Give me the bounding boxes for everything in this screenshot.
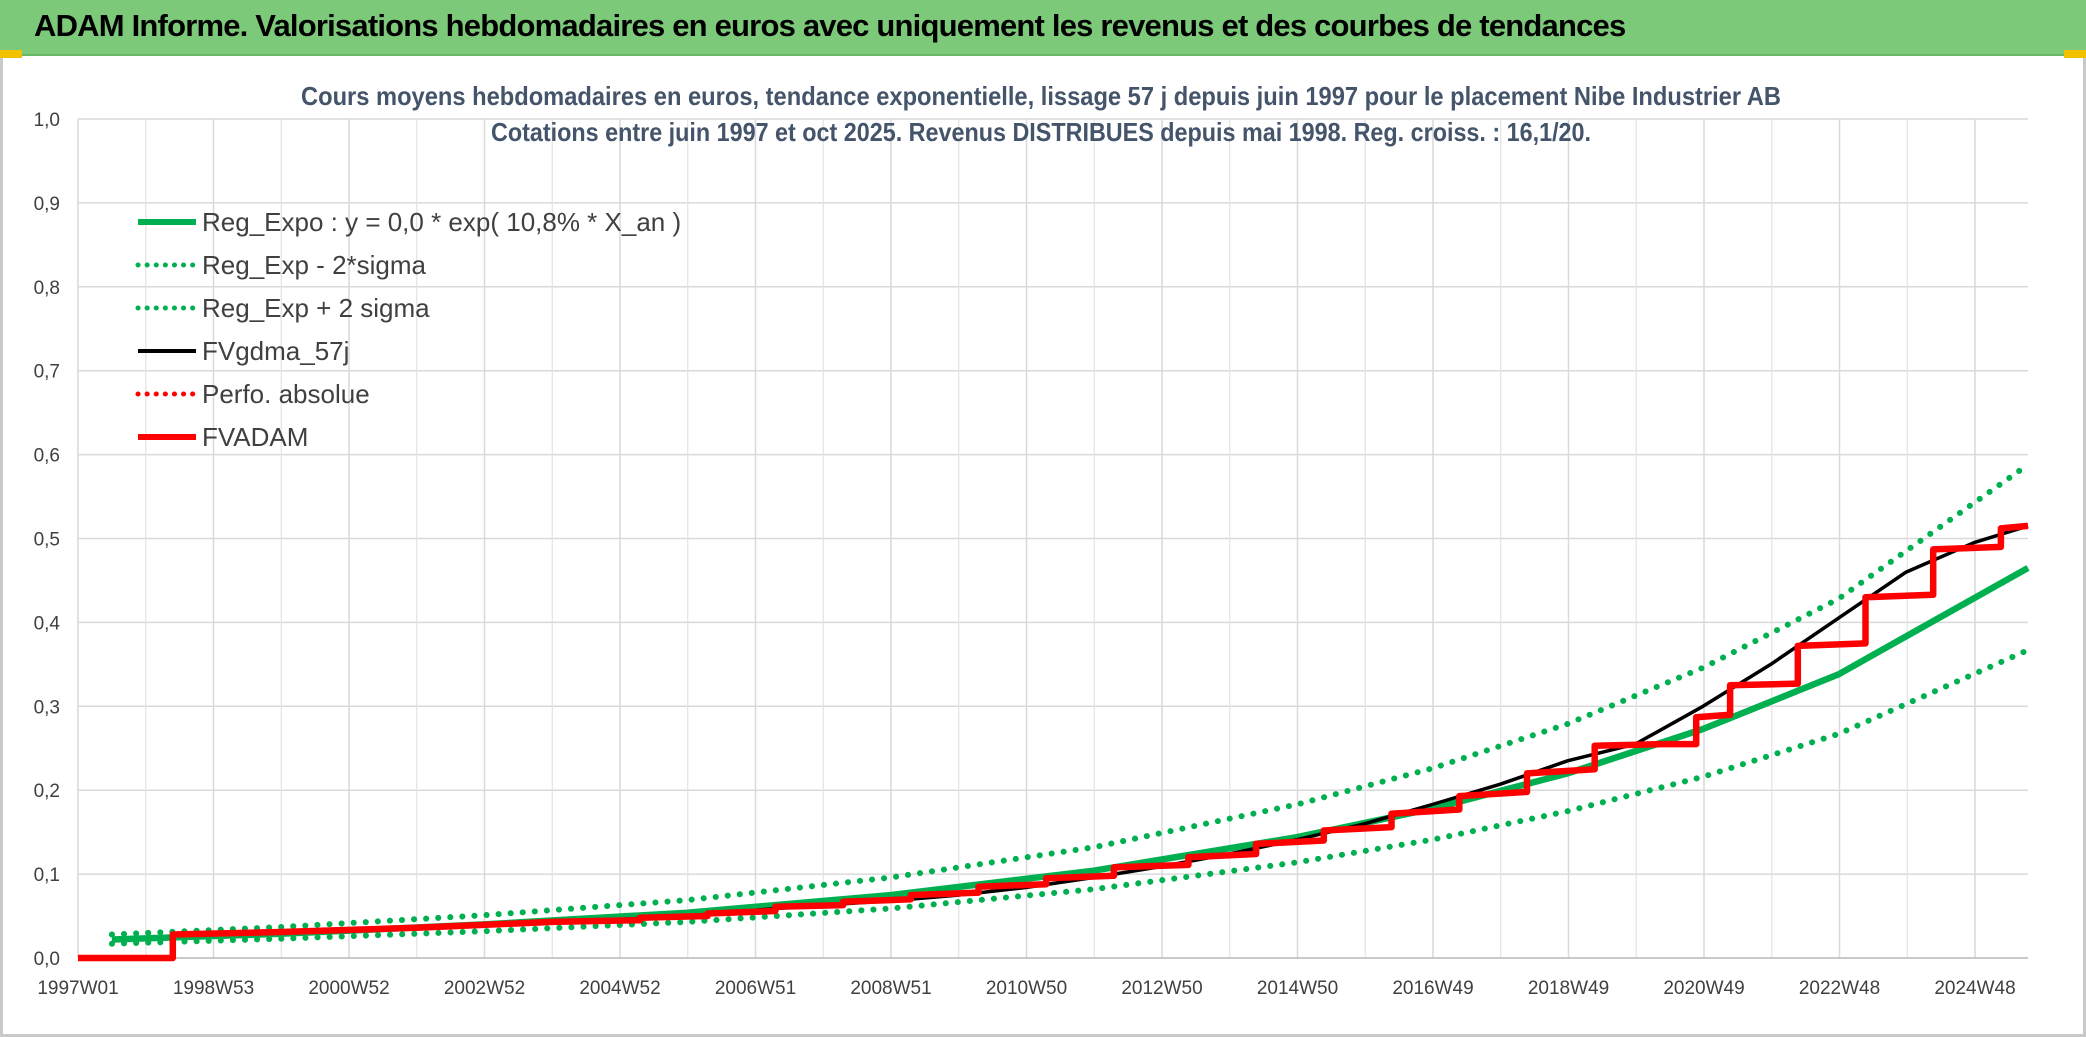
chart-title-group: Cours moyens hebdomadaires en euros, ten… [301,81,1781,147]
axis-ticks: 0,0 0,1 0,2 0,3 0,4 0,5 0,6 0,7 0,8 0,9 1,0 1997W01… [34,110,2016,999]
legend-label: FVgdma_57j [202,336,349,366]
legend-entry-3: FVgdma_57j [138,336,349,366]
x-tick-label: 2020W49 [1663,978,1744,999]
report-banner: ADAM Informe. Valorisations hebdomadaire… [0,0,2086,56]
x-tick-label: 2018W49 [1528,978,1609,999]
legend-entry-1: Reg_Exp - 2*sigma [135,250,427,280]
legend-entry-5: FVADAM [138,422,308,452]
grid-lines [77,118,2028,959]
legend-entry-0: Reg_Expo : y = 0,0 * exp( 10,8% * X_an ) [138,207,681,237]
chart-title-line-1: Cours moyens hebdomadaires en euros, ten… [301,81,1781,111]
y-tick-label: 0,4 [34,613,61,634]
y-tick-label: 0,3 [34,697,60,718]
x-tick-label: 2014W50 [1257,978,1338,999]
x-tick-label: 2006W51 [715,978,796,999]
y-tick-label: 0,0 [34,949,60,970]
legend-label: Reg_Exp - 2*sigma [202,250,427,280]
y-tick-label: 0,6 [34,446,60,467]
report-title: ADAM Informe. Valorisations hebdomadaire… [34,8,1626,43]
chart-plot: 0,0 0,1 0,2 0,3 0,4 0,5 0,6 0,7 0,8 0,9 1,0 1997W01… [34,81,2031,999]
x-tick-label: 2004W52 [579,978,660,999]
series-lines [78,461,2031,962]
legend-label: FVADAM [202,422,308,452]
series-line-5 [78,522,2029,962]
x-tick-label: 2012W50 [1121,978,1202,999]
x-tick-label: 2024W48 [1934,978,2015,999]
corner-accent-right [2064,50,2086,58]
series-line-1 [108,647,2031,947]
legend-entry-2: Reg_Exp + 2 sigma [135,293,430,323]
corner-accent-left [0,50,22,58]
chart-title-line-2: Cotations entre juin 1997 et oct 2025. R… [491,117,1591,147]
y-tick-label: 0,1 [34,865,60,886]
y-tick-label: 0,5 [34,530,60,551]
legend-label: Perfo. absolue [202,379,370,409]
y-tick-label: 0,9 [34,194,60,215]
chart-legend: Reg_Expo : y = 0,0 * exp( 10,8% * X_an )… [135,207,681,452]
x-tick-label: 1998W53 [173,978,254,999]
legend-label: Reg_Exp + 2 sigma [202,293,430,323]
x-tick-label: 2022W48 [1799,978,1880,999]
series-line-0 [111,565,2030,943]
y-tick-label: 1,0 [34,110,60,131]
y-tick-label: 0,2 [34,781,60,802]
series-line-2 [108,461,2031,938]
x-tick-label: 2002W52 [444,978,525,999]
x-tick-label: 2016W49 [1392,978,1473,999]
legend-entry-4: Perfo. absolue [135,379,370,409]
x-tick-label: 2008W51 [850,978,931,999]
y-tick-label: 0,7 [34,362,60,383]
x-tick-label: 2000W52 [308,978,389,999]
x-tick-label: 2010W50 [986,978,1067,999]
y-tick-label: 0,8 [34,278,60,299]
legend-label: Reg_Expo : y = 0,0 * exp( 10,8% * X_an ) [202,207,681,237]
x-tick-label: 1997W01 [37,978,118,999]
